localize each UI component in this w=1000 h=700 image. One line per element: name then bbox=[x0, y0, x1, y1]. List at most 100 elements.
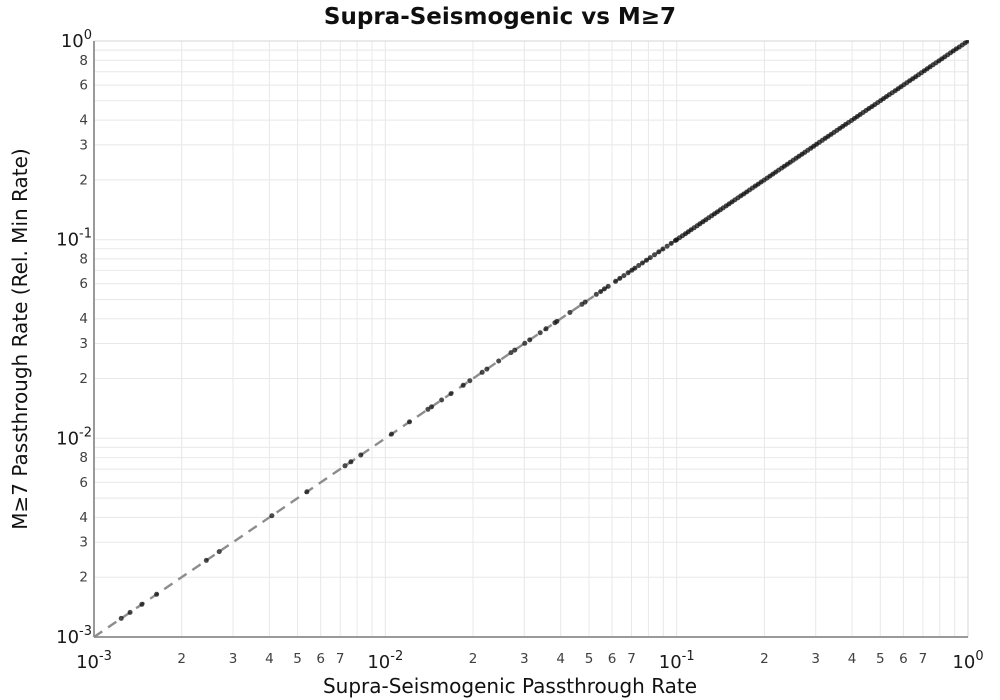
data-point bbox=[605, 283, 611, 289]
data-point bbox=[652, 252, 657, 258]
svg-text:7: 7 bbox=[336, 651, 345, 667]
data-point bbox=[660, 246, 666, 252]
svg-text:4: 4 bbox=[265, 651, 274, 667]
data-point bbox=[647, 255, 653, 261]
data-point bbox=[304, 489, 310, 495]
data-point bbox=[668, 240, 674, 246]
svg-text:2: 2 bbox=[79, 570, 88, 586]
data-point bbox=[425, 406, 431, 412]
svg-text:2: 2 bbox=[760, 651, 769, 667]
svg-text:3: 3 bbox=[520, 651, 529, 667]
data-point bbox=[508, 350, 514, 356]
data-point bbox=[632, 265, 638, 271]
data-point bbox=[625, 270, 631, 276]
data-point bbox=[537, 330, 543, 336]
data-point bbox=[484, 366, 490, 372]
svg-text:3: 3 bbox=[229, 651, 238, 667]
data-point bbox=[429, 404, 434, 410]
data-point bbox=[460, 382, 466, 388]
gridlines bbox=[93, 40, 969, 638]
svg-text:6: 6 bbox=[79, 276, 88, 292]
data-points bbox=[118, 40, 969, 621]
data-point bbox=[269, 513, 275, 519]
data-point bbox=[644, 257, 649, 263]
data-point bbox=[527, 337, 533, 343]
svg-text:6: 6 bbox=[79, 475, 88, 491]
svg-text:3: 3 bbox=[79, 336, 88, 352]
y-tick-labels: 100 10-1 10-2 10-3 8 6 4 3 2 8 6 4 3 2 8 6 4 3 2 bbox=[56, 28, 92, 648]
svg-text:6: 6 bbox=[316, 651, 325, 667]
svg-text:3: 3 bbox=[79, 137, 88, 153]
svg-text:8: 8 bbox=[79, 251, 88, 267]
svg-text:6: 6 bbox=[79, 78, 88, 94]
data-point bbox=[496, 358, 502, 364]
svg-text:4: 4 bbox=[79, 113, 88, 129]
svg-text:2: 2 bbox=[469, 651, 478, 667]
svg-text:8: 8 bbox=[79, 53, 88, 69]
data-point bbox=[601, 286, 607, 292]
svg-text:4: 4 bbox=[79, 510, 88, 526]
svg-text:2: 2 bbox=[79, 371, 88, 387]
svg-text:4: 4 bbox=[556, 651, 565, 667]
data-point bbox=[467, 378, 473, 384]
data-point bbox=[512, 347, 518, 353]
data-point bbox=[522, 340, 528, 346]
svg-text:7: 7 bbox=[919, 651, 928, 667]
data-point bbox=[448, 391, 454, 397]
svg-text:10-2: 10-2 bbox=[56, 425, 92, 449]
chart-title: Supra-Seismogenic vs M≥7 bbox=[323, 4, 677, 30]
data-point bbox=[613, 278, 619, 284]
data-point bbox=[216, 549, 222, 555]
data-point bbox=[118, 615, 124, 621]
svg-text:3: 3 bbox=[79, 535, 88, 551]
data-point bbox=[439, 397, 445, 403]
svg-text:2: 2 bbox=[79, 172, 88, 188]
svg-text:5: 5 bbox=[585, 651, 594, 667]
data-point bbox=[342, 463, 348, 469]
svg-text:6: 6 bbox=[899, 651, 908, 667]
data-point bbox=[965, 40, 969, 44]
plot-border bbox=[93, 40, 969, 638]
data-point bbox=[389, 431, 394, 437]
data-point bbox=[567, 310, 573, 315]
y-axis-title: M≥7 Passthrough Rate (Rel. Min Rate) bbox=[8, 148, 32, 530]
data-point bbox=[617, 275, 623, 281]
svg-text:5: 5 bbox=[293, 651, 302, 667]
data-point bbox=[664, 243, 670, 249]
data-point bbox=[154, 591, 160, 597]
x-axis-title: Supra-Seismogenic Passthrough Rate bbox=[322, 674, 698, 698]
svg-text:8: 8 bbox=[79, 450, 88, 466]
data-point bbox=[127, 609, 133, 615]
svg-text:2: 2 bbox=[177, 651, 186, 667]
data-point bbox=[598, 289, 604, 295]
data-point bbox=[636, 263, 642, 268]
svg-text:10-1: 10-1 bbox=[659, 649, 695, 673]
data-point bbox=[593, 291, 599, 297]
svg-text:10-2: 10-2 bbox=[367, 649, 403, 673]
data-point bbox=[554, 318, 560, 324]
data-point bbox=[358, 452, 364, 458]
svg-text:7: 7 bbox=[627, 651, 636, 667]
svg-text:3: 3 bbox=[811, 651, 820, 667]
data-point bbox=[203, 557, 209, 563]
data-point bbox=[479, 369, 485, 375]
svg-text:100: 100 bbox=[952, 649, 983, 673]
svg-text:4: 4 bbox=[79, 311, 88, 327]
svg-text:4: 4 bbox=[848, 651, 857, 667]
data-point bbox=[348, 459, 354, 465]
data-point bbox=[582, 299, 588, 305]
svg-text:5: 5 bbox=[876, 651, 885, 667]
data-point bbox=[656, 249, 662, 255]
svg-text:10-1: 10-1 bbox=[56, 227, 92, 251]
data-point bbox=[543, 326, 549, 332]
svg-text:10-3: 10-3 bbox=[56, 624, 92, 648]
svg-text:10-3: 10-3 bbox=[76, 649, 112, 673]
data-point bbox=[139, 601, 145, 607]
data-point bbox=[621, 273, 627, 279]
svg-text:100: 100 bbox=[61, 28, 92, 52]
data-point bbox=[639, 260, 645, 266]
data-point bbox=[407, 419, 412, 425]
